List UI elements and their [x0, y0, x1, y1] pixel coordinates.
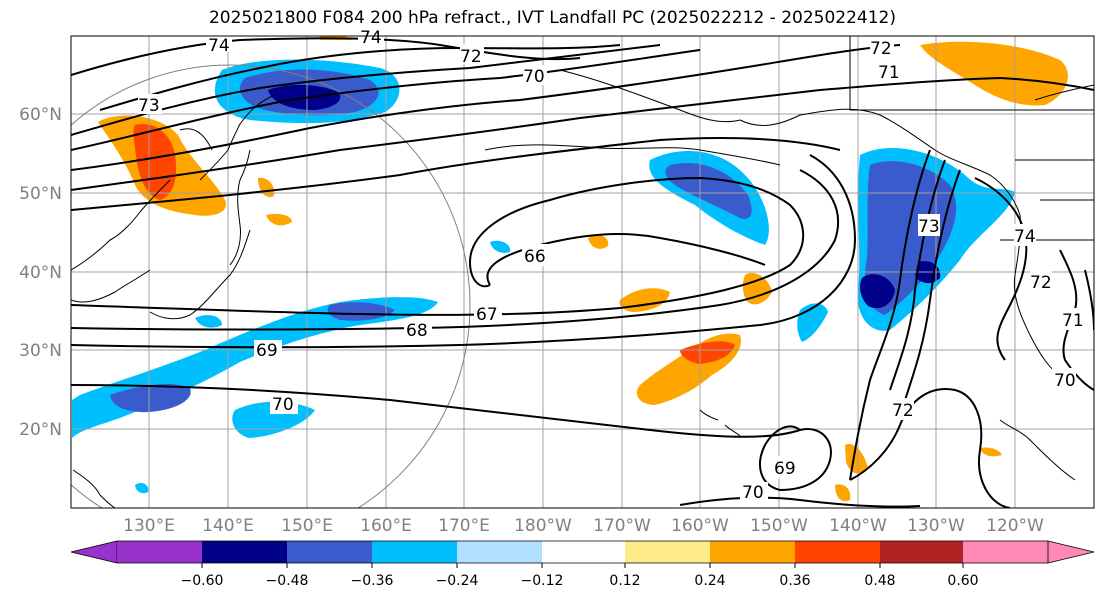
- contour-label: 73: [918, 217, 940, 237]
- colorbar-segment: [202, 541, 287, 563]
- lat-label-30n: 30°N: [19, 341, 62, 361]
- colorbar-segment: [542, 541, 625, 563]
- contour-label: 72: [460, 47, 482, 67]
- lon-label: 120°W: [986, 516, 1044, 536]
- colorbar-tick: 0.48: [864, 573, 895, 589]
- contour-label: 74: [1014, 227, 1036, 247]
- colorbar-segment: [625, 541, 710, 563]
- contour-label: 72: [892, 401, 914, 421]
- lon-label: 150°E: [281, 516, 333, 536]
- lon-label: 170°E: [438, 516, 490, 536]
- contour-label: 69: [774, 459, 796, 479]
- colorbar-tick: 0.12: [609, 573, 640, 589]
- lon-label: 140°W: [829, 516, 887, 536]
- contour-label: 72: [870, 39, 892, 59]
- colorbar-segment: [710, 541, 795, 563]
- lon-label: 170°W: [593, 516, 651, 536]
- lon-label: 160°W: [671, 516, 729, 536]
- latitude-labels: 60°N 50°N 40°N 30°N 20°N: [19, 105, 62, 440]
- contour-label: 70: [1054, 371, 1076, 391]
- colorbar-segment: [287, 541, 372, 563]
- lon-label: 130°E: [123, 516, 175, 536]
- colorbar-tick: −0.48: [266, 573, 309, 589]
- contour-label: 74: [208, 36, 230, 56]
- colorbar: −0.60 −0.48 −0.36 −0.24 −0.12 0.12 0.24 …: [70, 540, 1095, 589]
- colorbar-tick: 0.24: [694, 573, 725, 589]
- contour-label: 69: [256, 341, 278, 361]
- colorbar-segment: [117, 541, 202, 563]
- contour-label: 74: [360, 28, 382, 48]
- colorbar-segment: [795, 541, 880, 563]
- lat-label-40n: 40°N: [19, 263, 62, 283]
- colorbar-segment: [457, 541, 542, 563]
- colorbar-segment: [963, 541, 1048, 563]
- colorbar-tick: −0.12: [521, 573, 564, 589]
- contour-labels: 74 74 72 72 71 70 73 66 67 68 69 70 73 7…: [138, 28, 1084, 503]
- contour-label: 66: [524, 247, 546, 267]
- lon-label: 130°W: [907, 516, 965, 536]
- colorbar-tick: 0.60: [947, 573, 978, 589]
- contour-label: 71: [1062, 311, 1084, 331]
- colorbar-tick: 0.36: [779, 573, 810, 589]
- contour-label: 68: [406, 321, 428, 341]
- contour-label: 70: [742, 483, 764, 503]
- contour-label: 72: [1030, 273, 1052, 293]
- contour-label: 70: [523, 67, 545, 87]
- lon-label: 140°E: [202, 516, 254, 536]
- lat-label-20n: 20°N: [19, 420, 62, 440]
- colorbar-tick: −0.60: [181, 573, 224, 589]
- colorbar-extend-high: [1047, 540, 1095, 564]
- contour-label: 70: [272, 395, 294, 415]
- reference-circle: [71, 64, 471, 508]
- colorbar-segment: [372, 541, 457, 563]
- lon-label: 180°W: [514, 516, 572, 536]
- lon-label: 160°E: [360, 516, 412, 536]
- colorbar-extend-low: [70, 540, 118, 564]
- longitude-labels: 130°E 140°E 150°E 160°E 170°E 180°W 170°…: [123, 516, 1044, 536]
- lat-label-50n: 50°N: [19, 184, 62, 204]
- refractivity-contours: [71, 37, 1094, 508]
- contour-label: 73: [138, 96, 160, 116]
- positive-anomaly-regions: [98, 36, 1068, 502]
- colorbar-tick: −0.24: [436, 573, 479, 589]
- colorbar-tick: −0.36: [351, 573, 394, 589]
- colorbar-segment: [880, 541, 963, 563]
- contour-label: 71: [878, 63, 900, 83]
- map-title: 2025021800 F084 200 hPa refract., IVT La…: [208, 8, 896, 28]
- lat-label-60n: 60°N: [19, 105, 62, 125]
- lon-label: 150°W: [750, 516, 808, 536]
- map-frame: [70, 35, 1095, 509]
- contour-label: 67: [476, 305, 498, 325]
